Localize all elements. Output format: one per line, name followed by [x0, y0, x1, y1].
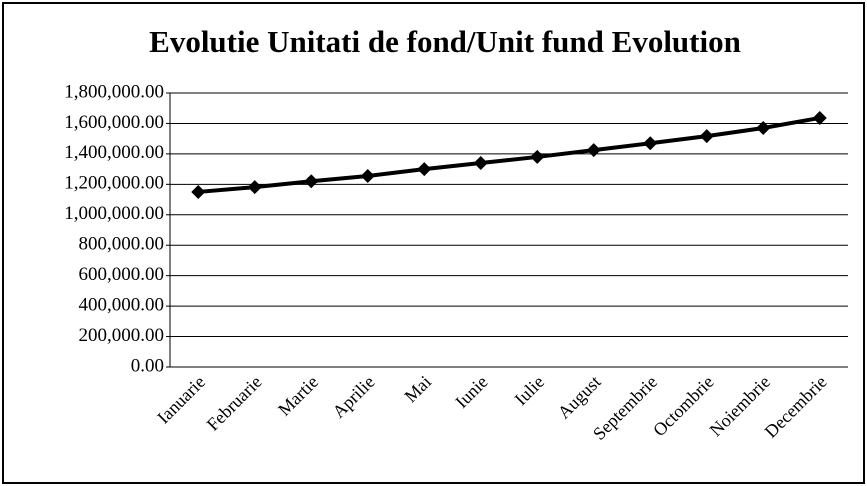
marker: [530, 149, 545, 164]
y-tick-label: 600,000.00: [79, 264, 165, 285]
marker: [586, 143, 601, 158]
marker: [756, 121, 771, 136]
marker: [360, 168, 375, 183]
chart-title: Evolutie Unitati de fond/Unit fund Evolu…: [149, 24, 741, 59]
y-tick-label: 800,000.00: [79, 234, 165, 255]
y-tick-label: 400,000.00: [79, 294, 165, 315]
marker: [247, 180, 262, 195]
marker: [812, 110, 827, 125]
y-tick-label: 1,000,000.00: [64, 203, 164, 224]
y-tick-label: 1,400,000.00: [64, 142, 164, 163]
marker: [699, 129, 714, 144]
marker: [191, 184, 206, 199]
marker: [417, 162, 432, 177]
y-tick-label: 0.00: [131, 355, 164, 376]
marker: [304, 174, 319, 189]
y-tick-label: 200,000.00: [79, 325, 165, 346]
y-tick-label: 1,200,000.00: [64, 173, 164, 194]
y-tick-label: 1,800,000.00: [64, 81, 164, 102]
line: [198, 115, 821, 194]
y-tick-label: 1,600,000.00: [64, 112, 164, 133]
marker: [643, 136, 658, 151]
marker: [473, 156, 488, 171]
